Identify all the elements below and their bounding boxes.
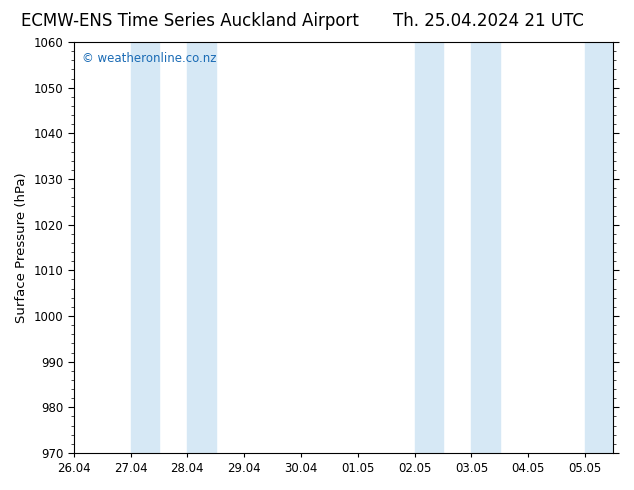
Bar <box>472 42 500 453</box>
Y-axis label: Surface Pressure (hPa): Surface Pressure (hPa) <box>15 172 28 323</box>
Bar <box>585 42 614 453</box>
Text: ECMW-ENS Time Series Auckland Airport: ECMW-ENS Time Series Auckland Airport <box>22 12 359 30</box>
Text: Th. 25.04.2024 21 UTC: Th. 25.04.2024 21 UTC <box>392 12 584 30</box>
Bar <box>131 42 159 453</box>
Bar <box>415 42 443 453</box>
Text: © weatheronline.co.nz: © weatheronline.co.nz <box>82 52 216 65</box>
Bar <box>188 42 216 453</box>
